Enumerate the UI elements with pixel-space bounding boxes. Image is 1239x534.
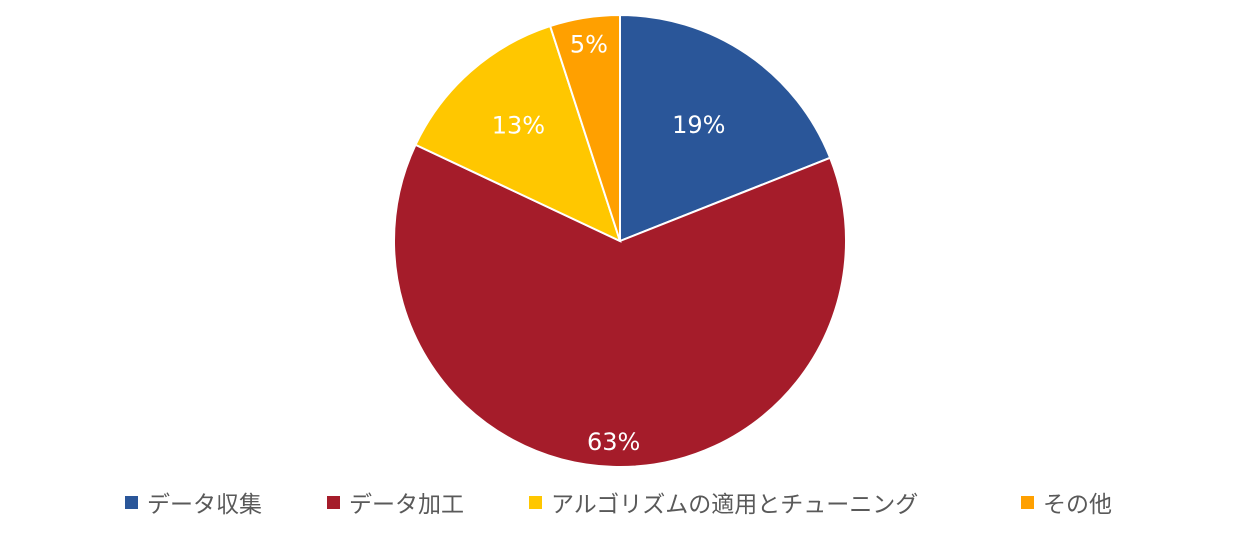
legend-swatch bbox=[125, 495, 138, 509]
pie-plot-area: 19% 63% 13% 5% bbox=[393, 13, 847, 468]
legend-label: データ加工 bbox=[349, 492, 464, 518]
pie-slice-algorithm-tuning bbox=[414, 24, 622, 243]
legend-item-data-processing: データ加工 bbox=[327, 480, 464, 524]
legend-swatch bbox=[529, 495, 542, 509]
pie-slice-data-processing bbox=[393, 143, 847, 468]
pie-slice-other bbox=[548, 13, 621, 242]
data-label-data-collection: 19% bbox=[672, 111, 725, 139]
legend-item-algorithm-tuning: アルゴリズムの適用とチューニング bbox=[529, 480, 918, 524]
legend-label: その他 bbox=[1043, 492, 1112, 518]
pie-slices bbox=[393, 13, 847, 468]
legend-label: アルゴリズムの適用とチューニング bbox=[551, 492, 919, 518]
data-label-other: 5% bbox=[570, 31, 608, 59]
pie-data-labels: 19% 63% 13% 5% bbox=[492, 31, 726, 456]
legend-item-data-collection: データ収集 bbox=[125, 480, 262, 524]
data-label-data-processing: 63% bbox=[587, 428, 640, 456]
chart-legend: データ収集 データ加工 アルゴリズムの適用とチューニング その他 bbox=[0, 480, 1239, 524]
data-label-algorithm-tuning: 13% bbox=[492, 112, 545, 140]
legend-swatch bbox=[1021, 495, 1034, 509]
legend-swatch bbox=[327, 495, 340, 509]
legend-label: データ収集 bbox=[147, 492, 262, 518]
legend-item-other: その他 bbox=[1021, 480, 1112, 524]
pie-slice-data-collection bbox=[619, 13, 832, 243]
